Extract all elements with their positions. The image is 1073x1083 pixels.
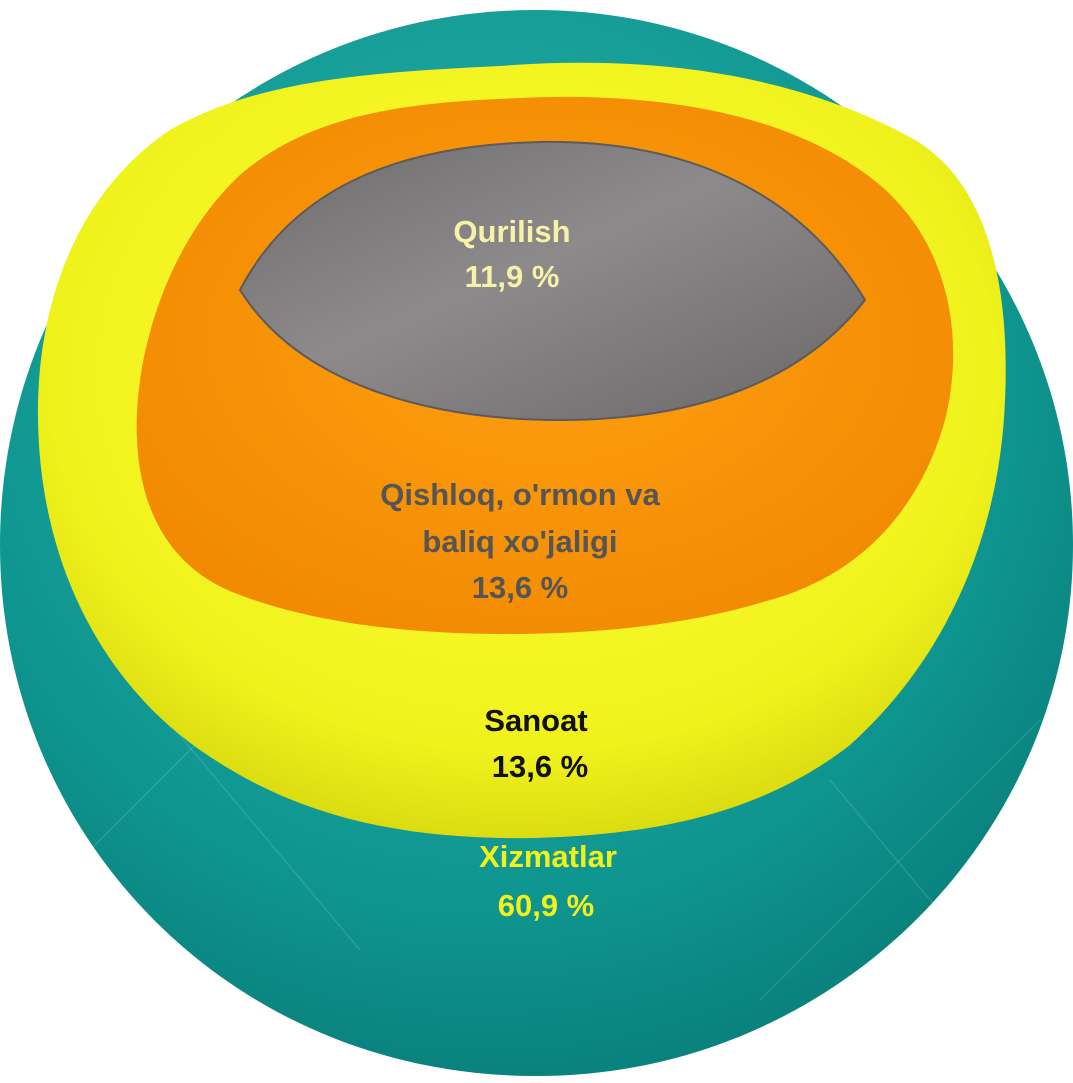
label-qurilish-name: Qurilish — [453, 214, 570, 249]
label-qurilish: Qurilish 11,9 % — [453, 214, 570, 294]
label-xizmatlar: Xizmatlar 60,9 % — [479, 839, 617, 923]
label-qurilish-value: 11,9 % — [465, 259, 560, 294]
label-qishloq: Qishloq, o'rmon va baliq xo'jaligi 13,6 … — [380, 477, 660, 605]
label-sanoat-name: Sanoat — [484, 703, 587, 738]
label-qishloq-value: 13,6 % — [472, 570, 569, 605]
label-qishloq-name-line1: Qishloq, o'rmon va — [380, 477, 660, 512]
label-sanoat-value: 13,6 % — [492, 749, 589, 784]
label-sanoat: Sanoat 13,6 % — [484, 703, 588, 784]
label-qishloq-name-line2: baliq xo'jaligi — [422, 524, 617, 559]
label-xizmatlar-value: 60,9 % — [498, 888, 595, 923]
slice-qurilish — [238, 140, 867, 422]
label-xizmatlar-name: Xizmatlar — [479, 839, 617, 874]
